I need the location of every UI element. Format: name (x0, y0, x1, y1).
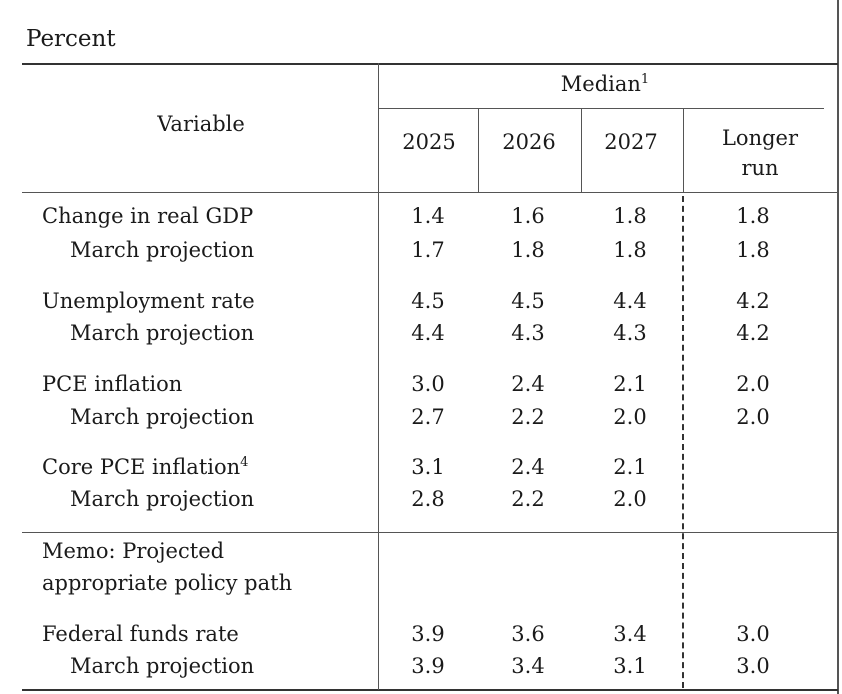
longer-run-dashed-divider (682, 196, 684, 688)
year-divider-1 (478, 108, 479, 192)
row-label: Core PCE inflation4 (42, 455, 249, 479)
value-cell: 1.8 (511, 238, 545, 262)
median-underline (378, 108, 824, 109)
unit-label: Percent (26, 26, 116, 52)
value-cell: 1.4 (411, 204, 445, 228)
variable-header: Variable (157, 112, 245, 136)
value-cell: 3.4 (613, 622, 647, 646)
value-cell: 4.5 (411, 289, 445, 313)
value-cell: 1.6 (511, 204, 545, 228)
year-2027-header: 2027 (604, 130, 658, 154)
row-label: March projection (70, 321, 255, 345)
value-cell: 4.3 (613, 321, 647, 345)
value-cell: 2.0 (736, 372, 770, 396)
row-label: Federal funds rate (42, 622, 239, 646)
table-top-rule (22, 63, 838, 65)
value-cell: 4.4 (411, 321, 445, 345)
year-divider-2 (581, 108, 582, 192)
value-cell: 2.0 (736, 405, 770, 429)
value-cell: 3.1 (411, 455, 445, 479)
header-bottom-rule (22, 192, 838, 193)
memo-label-line1: Memo: Projected (42, 539, 225, 563)
value-cell: 4.4 (613, 289, 647, 313)
value-cell: 3.4 (511, 654, 545, 678)
value-cell: 3.0 (736, 622, 770, 646)
row-label: Change in real GDP (42, 204, 254, 228)
value-cell: 4.2 (736, 321, 770, 345)
value-cell: 4.3 (511, 321, 545, 345)
value-cell: 3.0 (736, 654, 770, 678)
value-cell: 1.8 (613, 204, 647, 228)
median-header: Median1 (560, 72, 650, 96)
page-edge (837, 0, 839, 694)
value-cell: 4.5 (511, 289, 545, 313)
year-divider-3 (683, 108, 684, 192)
variable-column-divider (378, 63, 379, 690)
value-cell: 3.0 (411, 372, 445, 396)
value-cell: 2.0 (613, 405, 647, 429)
row-label: March projection (70, 654, 255, 678)
value-cell: 2.7 (411, 405, 445, 429)
value-cell: 1.8 (736, 238, 770, 262)
value-cell: 4.2 (736, 289, 770, 313)
year-2025-header: 2025 (402, 130, 456, 154)
footnote-marker: 1 (640, 72, 650, 87)
value-cell: 1.8 (613, 238, 647, 262)
value-cell: 2.4 (511, 455, 545, 479)
value-cell: 2.1 (613, 372, 647, 396)
row-label: March projection (70, 238, 255, 262)
value-cell: 2.4 (511, 372, 545, 396)
longer-run-header-line2: run (741, 156, 779, 180)
row-label: Unemployment rate (42, 289, 255, 313)
memo-label-line2: appropriate policy path (42, 571, 293, 595)
year-2026-header: 2026 (502, 130, 556, 154)
value-cell: 3.9 (411, 654, 445, 678)
value-cell: 2.1 (613, 455, 647, 479)
table-bottom-rule (22, 689, 838, 691)
memo-rule (22, 532, 838, 533)
value-cell: 2.8 (411, 487, 445, 511)
value-cell: 1.7 (411, 238, 445, 262)
value-cell: 2.0 (613, 487, 647, 511)
value-cell: 1.8 (736, 204, 770, 228)
row-label: March projection (70, 405, 255, 429)
footnote-marker: 4 (240, 455, 249, 470)
row-label: PCE inflation (42, 372, 183, 396)
value-cell: 2.2 (511, 487, 545, 511)
value-cell: 2.2 (511, 405, 545, 429)
longer-run-header-line1: Longer (721, 126, 799, 150)
value-cell: 3.6 (511, 622, 545, 646)
value-cell: 3.9 (411, 622, 445, 646)
row-label: March projection (70, 487, 255, 511)
value-cell: 3.1 (613, 654, 647, 678)
